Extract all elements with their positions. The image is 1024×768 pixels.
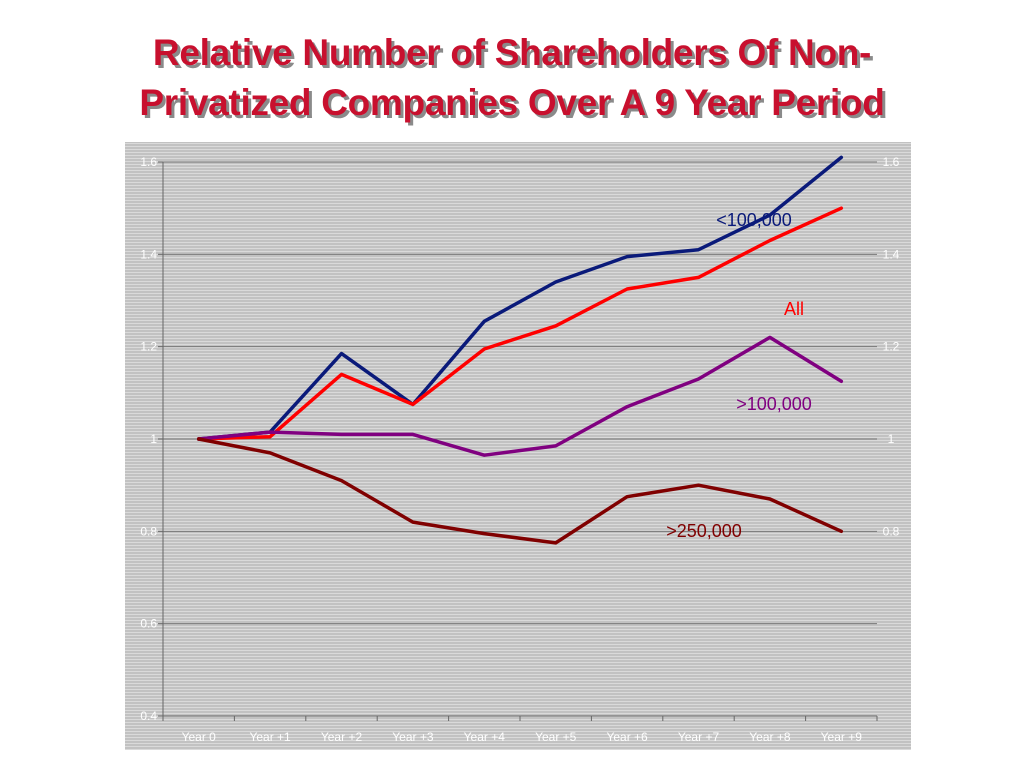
x-tick-label: Year +4 (464, 730, 506, 744)
y-tick-label-right: 1.6 (883, 155, 900, 169)
y-tick-label-right: 1.2 (883, 340, 900, 354)
x-tick-label: Year 0 (182, 730, 217, 744)
x-tick-label: Year +1 (249, 730, 291, 744)
slide-title: Relative Number of Shareholders Of Non- … (40, 28, 984, 128)
y-tick-label-left: 1.4 (140, 247, 157, 261)
series-label: All (784, 299, 804, 319)
y-tick-label-left: 1.6 (140, 155, 157, 169)
series-line (196, 335, 844, 457)
y-tick-label-left: 1.2 (140, 340, 157, 354)
y-tick-label-left: 0.4 (140, 709, 157, 723)
y-tick-label-left: 1 (150, 432, 157, 446)
y-tick-label-right: 1.4 (883, 247, 900, 261)
x-tick-label: Year +2 (321, 730, 363, 744)
y-tick-label-right: 1 (888, 432, 895, 446)
y-tick-label-left: 0.6 (140, 617, 157, 631)
title-line-2: Privatized Companies Over A 9 Year Perio… (139, 82, 885, 123)
x-tick-label: Year +9 (821, 730, 863, 744)
series-line (196, 206, 844, 441)
series-label: >250,000 (666, 521, 742, 541)
x-tick-label: Year +6 (606, 730, 648, 744)
title-line-1: Relative Number of Shareholders Of Non- (152, 32, 872, 73)
series-label: >100,000 (736, 394, 812, 414)
x-tick-label: Year +3 (392, 730, 434, 744)
series-line (196, 155, 844, 441)
y-tick-label-left: 0.8 (140, 524, 157, 538)
x-tick-label: Year +5 (535, 730, 577, 744)
series-line (196, 437, 844, 545)
series-label: <100,000 (716, 210, 792, 230)
chart-background (125, 142, 911, 750)
x-tick-label: Year +8 (749, 730, 791, 744)
y-tick-label-right: 0.8 (883, 524, 900, 538)
x-tick-label: Year +7 (678, 730, 720, 744)
